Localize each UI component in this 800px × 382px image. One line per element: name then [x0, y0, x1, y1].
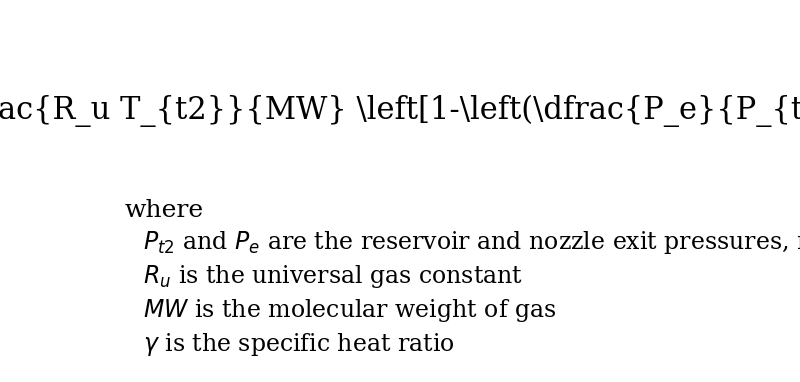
Text: V_e = \sqrt{\dfrac{2\gamma}{(\gamma-1)} \dfrac{R_u T_{t2}}{MW} \left[1-\left(\df: V_e = \sqrt{\dfrac{2\gamma}{(\gamma-1)} … — [0, 94, 800, 127]
Text: where: where — [125, 199, 204, 222]
Text: $\gamma$ is the specific heat ratio: $\gamma$ is the specific heat ratio — [143, 331, 455, 358]
Text: $MW$ is the molecular weight of gas: $MW$ is the molecular weight of gas — [143, 297, 557, 324]
Text: $P_{t2}$ and $P_e$ are the reservoir and nozzle exit pressures, respectively: $P_{t2}$ and $P_e$ are the reservoir and… — [143, 230, 800, 256]
Text: $R_u$ is the universal gas constant: $R_u$ is the universal gas constant — [143, 263, 523, 290]
